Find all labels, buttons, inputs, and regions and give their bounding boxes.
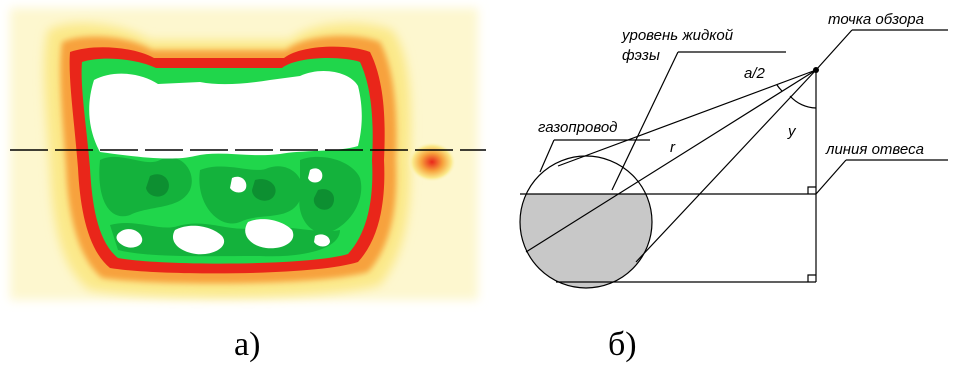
- caption-panel-a: а): [234, 326, 260, 363]
- ray-tangent-top: [557, 69, 817, 167]
- right-angle-marker-bottom: [807, 274, 816, 282]
- right-angle-marker-top: [807, 186, 816, 194]
- ray-center: [525, 69, 817, 253]
- cavity-fragments: [116, 168, 330, 255]
- caption-panel-b: б): [608, 326, 637, 363]
- ray-tangent-bottom: [635, 69, 817, 263]
- leader-view-point: [815, 29, 853, 71]
- label-liquid-level-line2: фэзы: [622, 47, 660, 64]
- thermal-image-panel: [10, 8, 486, 300]
- liquid-fill: [520, 194, 652, 288]
- green-mottle: [99, 156, 362, 257]
- gas-cavity-region: [89, 71, 362, 159]
- geometry-diagram-panel: [519, 29, 948, 289]
- angle-arc-half: [776, 84, 783, 92]
- label-angle-y: y: [787, 123, 797, 140]
- hot-spot: [408, 142, 456, 182]
- label-plumb-line: линия отвеса: [825, 141, 924, 158]
- leader-plumb: [815, 159, 847, 195]
- label-half-angle: a/2: [744, 65, 766, 82]
- diagram-labels: уровень жидкой фэзы точка обзора a/2 газ…: [538, 11, 924, 158]
- leader-pipeline: [539, 139, 555, 173]
- label-radius: r: [670, 139, 676, 156]
- label-pipeline: газопровод: [538, 119, 617, 136]
- label-view-point: точка обзора: [828, 11, 924, 28]
- angle-arc-y: [789, 95, 817, 109]
- leader-liquid-level: [611, 51, 679, 191]
- label-liquid-level-line1: уровень жидкой: [621, 27, 734, 44]
- view-point-dot: [813, 67, 819, 73]
